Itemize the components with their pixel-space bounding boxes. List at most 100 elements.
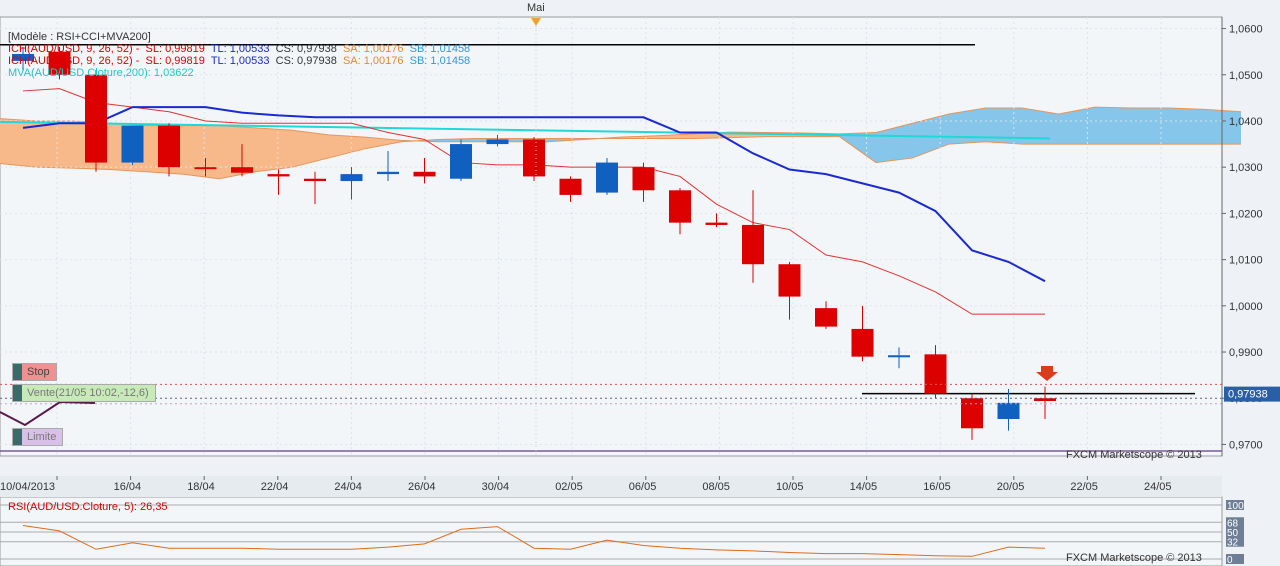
ichimoku-cloud-segment — [36, 120, 73, 169]
chikou-span-line — [0, 400, 96, 427]
month-marker-label: Mai — [527, 2, 545, 14]
candle-body — [632, 167, 655, 191]
x-tick-label: 22/05 — [1070, 481, 1098, 493]
candle-body — [85, 74, 107, 163]
candle — [742, 190, 764, 283]
rsi-level-label: 0 — [1227, 555, 1233, 566]
x-tick-label: 14/05 — [850, 481, 878, 493]
main-panel — [0, 16, 1223, 457]
limit-label: Limite — [27, 431, 57, 443]
ichimoku-cloud-segment — [949, 108, 986, 145]
y-tick-label: 1,0000 — [1229, 301, 1263, 313]
template-label: [Modèle : RSI+CCI+MVA200] — [8, 31, 151, 43]
ich-sa-dup: SA: 1,00176 — [342, 55, 404, 67]
candle — [559, 176, 582, 202]
x-tick-label: 10/04/2013 — [0, 481, 55, 493]
ich-sl-dup: SL: 0,99819 — [145, 55, 205, 67]
x-tick-label: 16/04 — [114, 481, 142, 493]
stop-order-tag[interactable]: Stop — [12, 363, 57, 381]
current-price-label: 0,97938 — [1228, 389, 1268, 401]
mva200-line — [0, 120, 1051, 140]
y-tick-label: 1,0200 — [1229, 208, 1263, 220]
candle — [778, 261, 801, 320]
candle — [851, 305, 874, 362]
candle-body — [742, 224, 764, 265]
x-tick-label: 24/04 — [334, 481, 362, 493]
ich-legend-row-1: ICH(AUD/USD, 9, 26, 52) - SL: 0,99819 TL… — [8, 43, 470, 55]
candle-body — [851, 328, 874, 357]
x-tick-label: 24/05 — [1144, 481, 1172, 493]
x-tick-label: 02/05 — [555, 481, 583, 493]
limit-order-tag[interactable]: Limite — [12, 428, 64, 446]
x-tick-label: 20/05 — [997, 481, 1025, 493]
x-tick-label: 16/05 — [923, 481, 951, 493]
candle-body — [450, 144, 472, 179]
limit-tag-handle[interactable] — [13, 429, 22, 445]
candle — [304, 171, 326, 205]
rsi-level-label: 32 — [1227, 538, 1239, 549]
x-tick-label: 30/04 — [482, 481, 510, 493]
stop-label: Stop — [27, 366, 50, 378]
candle-body — [523, 139, 545, 177]
ichimoku-cloud-segment — [985, 108, 1022, 145]
ichimoku-cloud-segment — [219, 125, 256, 179]
rsi-level-box — [1226, 500, 1244, 510]
candle — [12, 47, 34, 71]
candle — [1034, 386, 1056, 420]
ich-legend-row-2: ICH(AUD/USD, 9, 26, 52) - SL: 0,99819 TL… — [8, 55, 470, 67]
candle — [231, 144, 253, 177]
candle — [377, 151, 399, 182]
x-tick-label: 18/04 — [187, 481, 215, 493]
rsi-level-label: 100 — [1227, 501, 1244, 512]
ichimoku-cloud-segment — [0, 118, 37, 168]
candle — [194, 157, 217, 177]
rsi-level-box — [1226, 536, 1244, 547]
candle-body — [815, 308, 837, 327]
watermark-rsi: FXCM Marketscope © 2013 — [1066, 552, 1202, 564]
candle — [121, 125, 144, 165]
ich-tl: TL: 1,00533 — [210, 43, 270, 55]
sell-tag-handle[interactable] — [13, 385, 22, 401]
watermark-main: FXCM Marketscope © 2013 — [1066, 449, 1202, 461]
ichimoku-cloud-segment — [328, 134, 365, 158]
candle — [961, 393, 983, 440]
candle-body — [778, 264, 801, 297]
ichimoku-cloud-segment — [1131, 108, 1168, 145]
current-price-box — [1224, 386, 1280, 402]
rsi-level-box — [1226, 527, 1244, 537]
candle-body — [413, 171, 436, 177]
candle-body — [486, 139, 509, 145]
candle — [267, 169, 290, 195]
ichimoku-cloud-segment — [1058, 107, 1095, 145]
stop-tag-handle[interactable] — [13, 364, 22, 380]
ich-name: ICH(AUD/USD, 9, 26, 52) - — [8, 43, 140, 55]
candle — [596, 157, 618, 195]
candle-body — [997, 402, 1020, 420]
candle — [413, 157, 436, 184]
candle — [815, 301, 837, 329]
candle-body — [121, 125, 144, 163]
candle-body — [12, 53, 34, 61]
candle-body — [304, 178, 326, 182]
ich-name-dup: ICH(AUD/USD, 9, 26, 52) - — [8, 55, 140, 67]
candle — [486, 134, 509, 147]
rsi-level-box — [1226, 517, 1244, 528]
ich-tl-dup: TL: 1,00533 — [210, 55, 270, 67]
ich-sb-dup: SB: 1,01458 — [409, 55, 471, 67]
candle — [924, 345, 947, 399]
candle — [888, 347, 910, 369]
rsi-line — [22, 525, 1046, 557]
candle-body — [194, 167, 217, 170]
month-marker-icon — [531, 18, 541, 26]
senkou-a-line — [0, 136, 1241, 180]
rsi-legend: RSI(AUD/USD.Cloture, 5): 26,35 — [8, 501, 168, 513]
candle-body — [267, 174, 290, 177]
sell-order-tag[interactable]: Vente(21/05 10:02,-12,6) — [12, 384, 156, 402]
ichimoku-cloud-segment — [255, 127, 292, 172]
candle-body — [961, 398, 983, 429]
rsi-level-box — [1226, 554, 1244, 564]
candle-body — [158, 125, 180, 168]
y-tick-label: 1,0300 — [1229, 162, 1263, 174]
candle-body — [559, 178, 582, 195]
